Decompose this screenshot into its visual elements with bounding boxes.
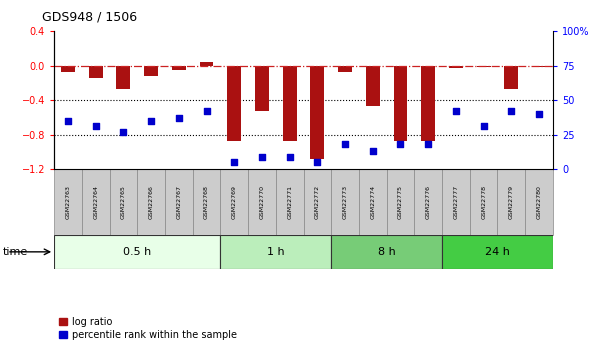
- Bar: [227, 66, 241, 141]
- Point: [118, 129, 128, 135]
- Bar: [137, 169, 165, 235]
- Bar: [193, 169, 221, 235]
- Bar: [414, 169, 442, 235]
- Text: 24 h: 24 h: [485, 247, 510, 257]
- Text: GSM22764: GSM22764: [93, 185, 98, 219]
- Bar: [525, 169, 553, 235]
- Bar: [331, 235, 442, 269]
- Text: GDS948 / 1506: GDS948 / 1506: [42, 10, 137, 23]
- Point: [340, 141, 350, 147]
- Text: GSM22775: GSM22775: [398, 185, 403, 219]
- Bar: [304, 169, 331, 235]
- Point: [368, 148, 377, 154]
- Text: GSM22770: GSM22770: [260, 185, 264, 219]
- Point: [257, 154, 267, 159]
- Bar: [221, 169, 248, 235]
- Bar: [311, 66, 325, 159]
- Bar: [366, 66, 380, 106]
- Text: GSM22767: GSM22767: [176, 185, 182, 219]
- Point: [146, 118, 156, 124]
- Bar: [89, 66, 103, 79]
- Point: [174, 115, 184, 121]
- Text: GSM22777: GSM22777: [453, 185, 459, 219]
- Bar: [255, 66, 269, 111]
- Bar: [54, 235, 221, 269]
- Bar: [532, 66, 546, 67]
- Bar: [54, 169, 82, 235]
- Text: GSM22769: GSM22769: [232, 185, 237, 219]
- Bar: [276, 169, 304, 235]
- Bar: [109, 169, 137, 235]
- Bar: [144, 66, 158, 76]
- Bar: [394, 66, 407, 141]
- Bar: [172, 66, 186, 70]
- Bar: [386, 169, 414, 235]
- Point: [202, 108, 212, 114]
- Text: GSM22780: GSM22780: [537, 185, 542, 219]
- Bar: [421, 66, 435, 141]
- Bar: [331, 169, 359, 235]
- Bar: [449, 66, 463, 68]
- Text: GSM22779: GSM22779: [509, 185, 514, 219]
- Point: [507, 108, 516, 114]
- Bar: [442, 169, 470, 235]
- Text: GSM22776: GSM22776: [426, 185, 431, 219]
- Bar: [221, 235, 331, 269]
- Text: GSM22771: GSM22771: [287, 185, 292, 219]
- Point: [285, 154, 294, 159]
- Bar: [82, 169, 109, 235]
- Bar: [498, 169, 525, 235]
- Point: [91, 124, 100, 129]
- Point: [424, 141, 433, 147]
- Text: GSM22768: GSM22768: [204, 185, 209, 219]
- Legend: log ratio, percentile rank within the sample: log ratio, percentile rank within the sa…: [59, 317, 237, 340]
- Text: GSM22778: GSM22778: [481, 185, 486, 219]
- Bar: [282, 66, 296, 141]
- Text: GSM22766: GSM22766: [148, 185, 154, 219]
- Bar: [442, 235, 553, 269]
- Bar: [504, 66, 518, 89]
- Text: 0.5 h: 0.5 h: [123, 247, 151, 257]
- Point: [479, 124, 489, 129]
- Text: GSM22773: GSM22773: [343, 185, 347, 219]
- Text: GSM22763: GSM22763: [66, 185, 70, 219]
- Point: [230, 159, 239, 165]
- Text: GSM22774: GSM22774: [370, 185, 375, 219]
- Bar: [248, 169, 276, 235]
- Bar: [200, 62, 213, 66]
- Bar: [477, 66, 490, 67]
- Bar: [165, 169, 193, 235]
- Text: GSM22765: GSM22765: [121, 185, 126, 219]
- Bar: [470, 169, 498, 235]
- Text: GSM22772: GSM22772: [315, 185, 320, 219]
- Bar: [338, 66, 352, 72]
- Point: [534, 111, 544, 117]
- Bar: [359, 169, 386, 235]
- Point: [313, 159, 322, 165]
- Point: [395, 141, 405, 147]
- Bar: [117, 66, 130, 89]
- Text: 1 h: 1 h: [267, 247, 285, 257]
- Bar: [61, 66, 75, 72]
- Point: [63, 118, 73, 124]
- Text: 8 h: 8 h: [378, 247, 395, 257]
- Point: [451, 108, 461, 114]
- Text: time: time: [3, 247, 28, 257]
